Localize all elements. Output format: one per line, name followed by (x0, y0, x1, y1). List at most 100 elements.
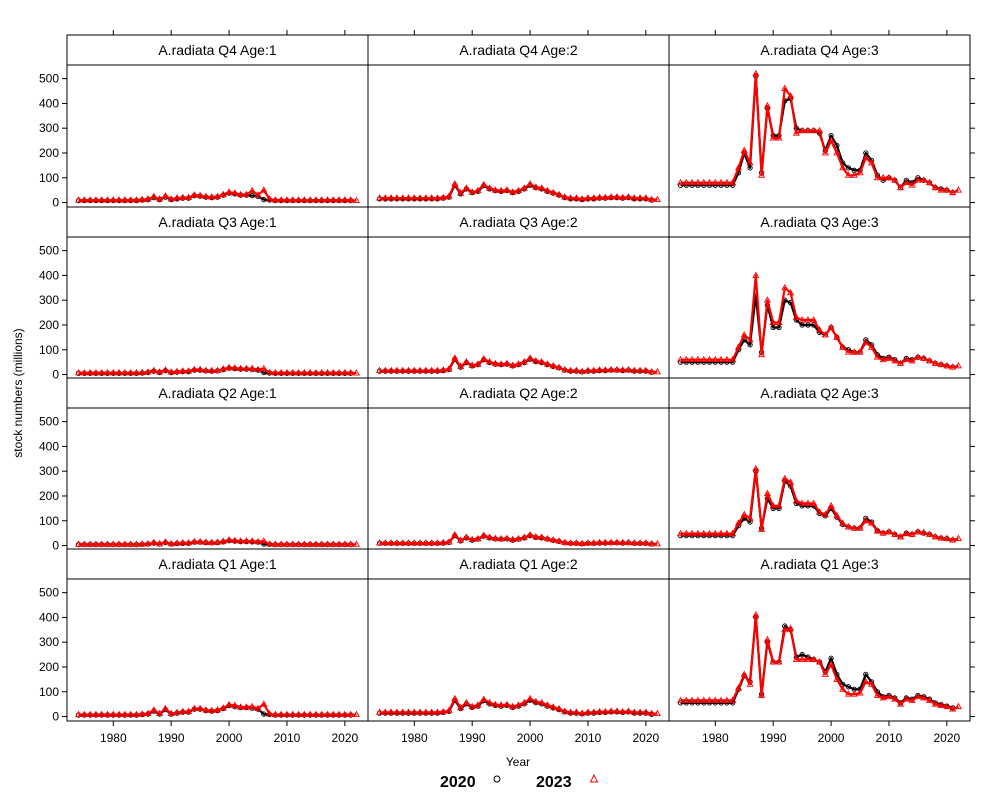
point-2023 (202, 366, 210, 374)
point-2020 (805, 322, 811, 328)
point-2023 (943, 361, 951, 369)
point-2023 (294, 196, 303, 203)
point-2023 (642, 539, 650, 546)
point-2023 (381, 194, 389, 201)
x-tick-label: 2000 (818, 731, 845, 745)
point-2023 (624, 538, 633, 546)
point-2023 (526, 180, 534, 187)
y-tick-label: 100 (39, 343, 59, 357)
point-2023 (879, 529, 887, 536)
point-2023 (329, 540, 337, 547)
point-2023 (769, 658, 777, 665)
point-2023 (607, 707, 615, 714)
point-2023 (103, 540, 112, 547)
point-2023 (526, 530, 534, 538)
point-2023 (850, 524, 858, 531)
point-2023 (891, 530, 899, 537)
point-2023 (491, 534, 499, 542)
point-2023 (428, 539, 436, 546)
point-2023 (474, 534, 482, 542)
point-2023 (294, 710, 303, 718)
point-2023 (682, 178, 690, 186)
point-2023 (786, 624, 795, 632)
point-2023 (254, 704, 262, 712)
point-2023 (543, 701, 552, 708)
point-2023 (821, 149, 829, 156)
point-2023 (700, 178, 708, 186)
point-2023 (173, 708, 181, 716)
point-2023 (115, 540, 123, 547)
point-2023 (734, 519, 743, 526)
point-2023 (636, 539, 644, 546)
point-2023 (306, 368, 314, 376)
point-2020 (747, 519, 753, 525)
point-2023 (931, 183, 939, 191)
point-2023 (949, 363, 957, 370)
point-2023 (943, 702, 951, 710)
point-2020 (828, 655, 834, 661)
point-2023 (839, 163, 847, 171)
point-2023 (815, 126, 824, 134)
point-2023 (653, 195, 661, 203)
point-2020 (261, 711, 267, 717)
point-2023 (161, 366, 169, 373)
point-2023 (480, 531, 488, 538)
point-2023 (445, 192, 453, 199)
point-2023 (786, 478, 795, 485)
point-2023 (572, 366, 580, 374)
point-2023 (694, 529, 702, 537)
series-line-2020 (680, 616, 953, 709)
point-2023 (410, 708, 418, 715)
point-2023 (514, 534, 523, 542)
point-2023 (572, 708, 580, 715)
point-2023 (462, 357, 470, 365)
point-2023 (677, 696, 685, 703)
point-2023 (248, 537, 256, 544)
point-2023 (607, 538, 615, 546)
point-2023 (769, 134, 777, 141)
point-2023 (595, 366, 604, 373)
point-2023 (798, 499, 806, 506)
point-2023 (329, 368, 337, 376)
point-2023 (850, 171, 858, 178)
point-2023 (607, 365, 615, 373)
point-2023 (520, 184, 528, 191)
point-2023 (127, 710, 135, 718)
point-2023 (624, 365, 633, 373)
point-2023 (572, 539, 580, 546)
panel: A.radiata Q4 Age:1 0 100 200 300 400 500 (39, 30, 369, 210)
point-2023 (109, 368, 117, 376)
point-2023 (920, 528, 928, 536)
panel-title: A.radiata Q2 Age:3 (760, 385, 879, 401)
point-2023 (132, 196, 141, 203)
point-2023 (561, 538, 569, 546)
point-2023 (532, 697, 540, 705)
point-2023 (833, 149, 841, 156)
series-line-2023 (78, 189, 357, 202)
point-2023 (347, 710, 355, 718)
point-2023 (242, 537, 251, 544)
point-2023 (381, 708, 389, 715)
point-2023 (555, 537, 563, 544)
point-2023 (746, 514, 754, 521)
point-2023 (242, 364, 251, 372)
point-2023 (254, 365, 262, 373)
point-2023 (80, 540, 88, 547)
point-2023 (75, 368, 83, 376)
point-2023 (138, 710, 146, 717)
point-2023 (335, 368, 343, 376)
point-2023 (619, 707, 627, 715)
point-2023 (416, 708, 424, 715)
point-2023 (387, 708, 395, 715)
legend-label-2020: 2020 (440, 774, 476, 791)
point-2023 (775, 658, 783, 665)
point-2023 (538, 184, 546, 191)
point-2023 (729, 355, 737, 363)
panel-strip (668, 377, 971, 409)
point-2023 (514, 701, 523, 708)
point-2023 (323, 368, 332, 376)
panel-strip (668, 548, 971, 580)
point-2023 (503, 534, 511, 542)
point-2023 (584, 708, 592, 715)
